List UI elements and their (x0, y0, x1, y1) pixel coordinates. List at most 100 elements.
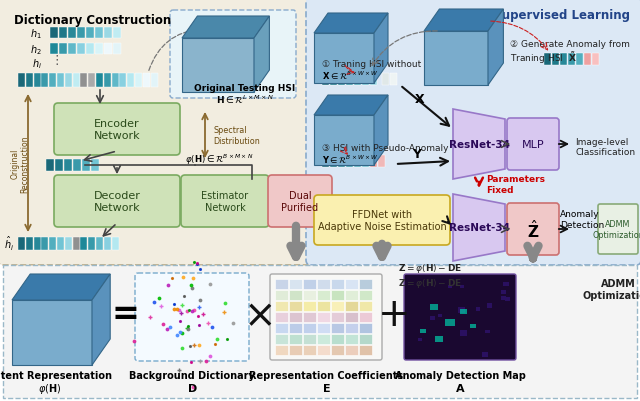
Polygon shape (314, 116, 374, 166)
Polygon shape (314, 96, 388, 116)
Bar (418, 338, 422, 342)
Bar (96, 237, 103, 250)
Bar (91, 160, 99, 172)
Bar (50, 28, 58, 39)
Text: $\varphi(\mathbf{H})$: $\varphi(\mathbf{H})$ (38, 381, 61, 395)
FancyBboxPatch shape (181, 176, 269, 227)
Bar (77, 28, 85, 39)
Bar (330, 74, 337, 86)
Bar (275, 345, 288, 355)
Bar (584, 54, 591, 66)
Text: Estimator
Network: Estimator Network (202, 191, 248, 212)
Bar (86, 28, 94, 39)
Text: ① Traning HSI without Anomaly: ① Traning HSI without Anomaly (322, 60, 464, 69)
Bar (568, 54, 575, 66)
FancyBboxPatch shape (270, 274, 382, 360)
Text: $h_1$: $h_1$ (30, 27, 42, 41)
Polygon shape (424, 32, 488, 86)
Bar (378, 156, 385, 168)
Bar (34, 74, 40, 88)
Bar (438, 314, 442, 317)
Bar (289, 301, 302, 311)
Bar (34, 237, 40, 250)
Polygon shape (424, 10, 504, 32)
Bar (303, 301, 316, 311)
Bar (359, 323, 372, 333)
Bar (345, 312, 358, 322)
Bar (505, 297, 510, 302)
Text: Decoder
Network: Decoder Network (93, 191, 140, 212)
Bar (331, 345, 344, 355)
Text: Representation Coefficients: Representation Coefficients (249, 370, 403, 380)
Polygon shape (314, 14, 388, 34)
Bar (346, 156, 353, 168)
Bar (303, 323, 316, 333)
Bar (487, 304, 492, 308)
Bar (322, 74, 329, 86)
Bar (303, 345, 316, 355)
FancyBboxPatch shape (404, 274, 516, 360)
Polygon shape (314, 34, 374, 84)
Text: Spectral
Distribution: Spectral Distribution (213, 126, 260, 145)
Polygon shape (488, 10, 504, 86)
Bar (317, 312, 330, 322)
Text: $\mathbf{Y}$: $\mathbf{Y}$ (412, 148, 424, 160)
Bar (552, 54, 559, 66)
Bar (544, 54, 551, 66)
Bar (26, 74, 33, 88)
Bar (289, 290, 302, 300)
Text: $\times$: $\times$ (243, 295, 273, 333)
Bar (460, 330, 467, 336)
Bar (275, 301, 288, 311)
Text: Latent Representation: Latent Representation (0, 370, 112, 380)
Text: ResNet-34: ResNet-34 (449, 140, 509, 150)
Bar (331, 290, 344, 300)
Bar (3, 265, 637, 398)
Bar (317, 323, 330, 333)
Bar (592, 54, 599, 66)
Bar (275, 312, 288, 322)
Bar (88, 237, 95, 250)
Bar (303, 279, 316, 289)
Text: Self-Supervised Learning: Self-Supervised Learning (463, 9, 630, 22)
Bar (354, 74, 361, 86)
Bar (485, 330, 490, 334)
Polygon shape (182, 17, 269, 39)
Bar (88, 74, 95, 88)
Bar (150, 74, 157, 88)
Bar (501, 296, 506, 300)
FancyBboxPatch shape (598, 205, 638, 254)
Bar (120, 74, 127, 88)
Bar (322, 156, 329, 168)
Bar (303, 290, 316, 300)
Polygon shape (374, 14, 388, 84)
Text: Dictionary Construction: Dictionary Construction (14, 14, 172, 27)
Text: $\mathbf{X}\in\mathcal{R}^{B\times W\times W}$: $\mathbf{X}\in\mathcal{R}^{B\times W\tim… (322, 70, 378, 82)
Bar (359, 279, 372, 289)
Text: Dual
Purified: Dual Purified (282, 191, 319, 212)
Bar (275, 334, 288, 344)
Text: Image-level
Classification: Image-level Classification (575, 138, 635, 157)
FancyBboxPatch shape (54, 176, 180, 227)
Text: $\mathbf{E}$: $\mathbf{E}$ (322, 381, 330, 393)
Text: $\mathbf{X}$: $\mathbf{X}$ (414, 93, 426, 106)
Text: Original Testing HSI: Original Testing HSI (195, 84, 296, 93)
Bar (289, 334, 302, 344)
Bar (458, 307, 465, 313)
Bar (431, 316, 435, 320)
Bar (503, 282, 509, 287)
Text: $\mathbf{A}$: $\mathbf{A}$ (454, 381, 465, 393)
Bar (275, 279, 288, 289)
Bar (345, 301, 358, 311)
Bar (460, 309, 467, 314)
Bar (113, 28, 121, 39)
FancyBboxPatch shape (507, 203, 559, 255)
Text: FFDNet with
Adaptive Noise Estimation: FFDNet with Adaptive Noise Estimation (317, 210, 446, 231)
Bar (104, 237, 111, 250)
Bar (359, 345, 372, 355)
Bar (345, 279, 358, 289)
Bar (390, 74, 397, 86)
Bar (303, 334, 316, 344)
Bar (359, 301, 372, 311)
Bar (317, 334, 330, 344)
